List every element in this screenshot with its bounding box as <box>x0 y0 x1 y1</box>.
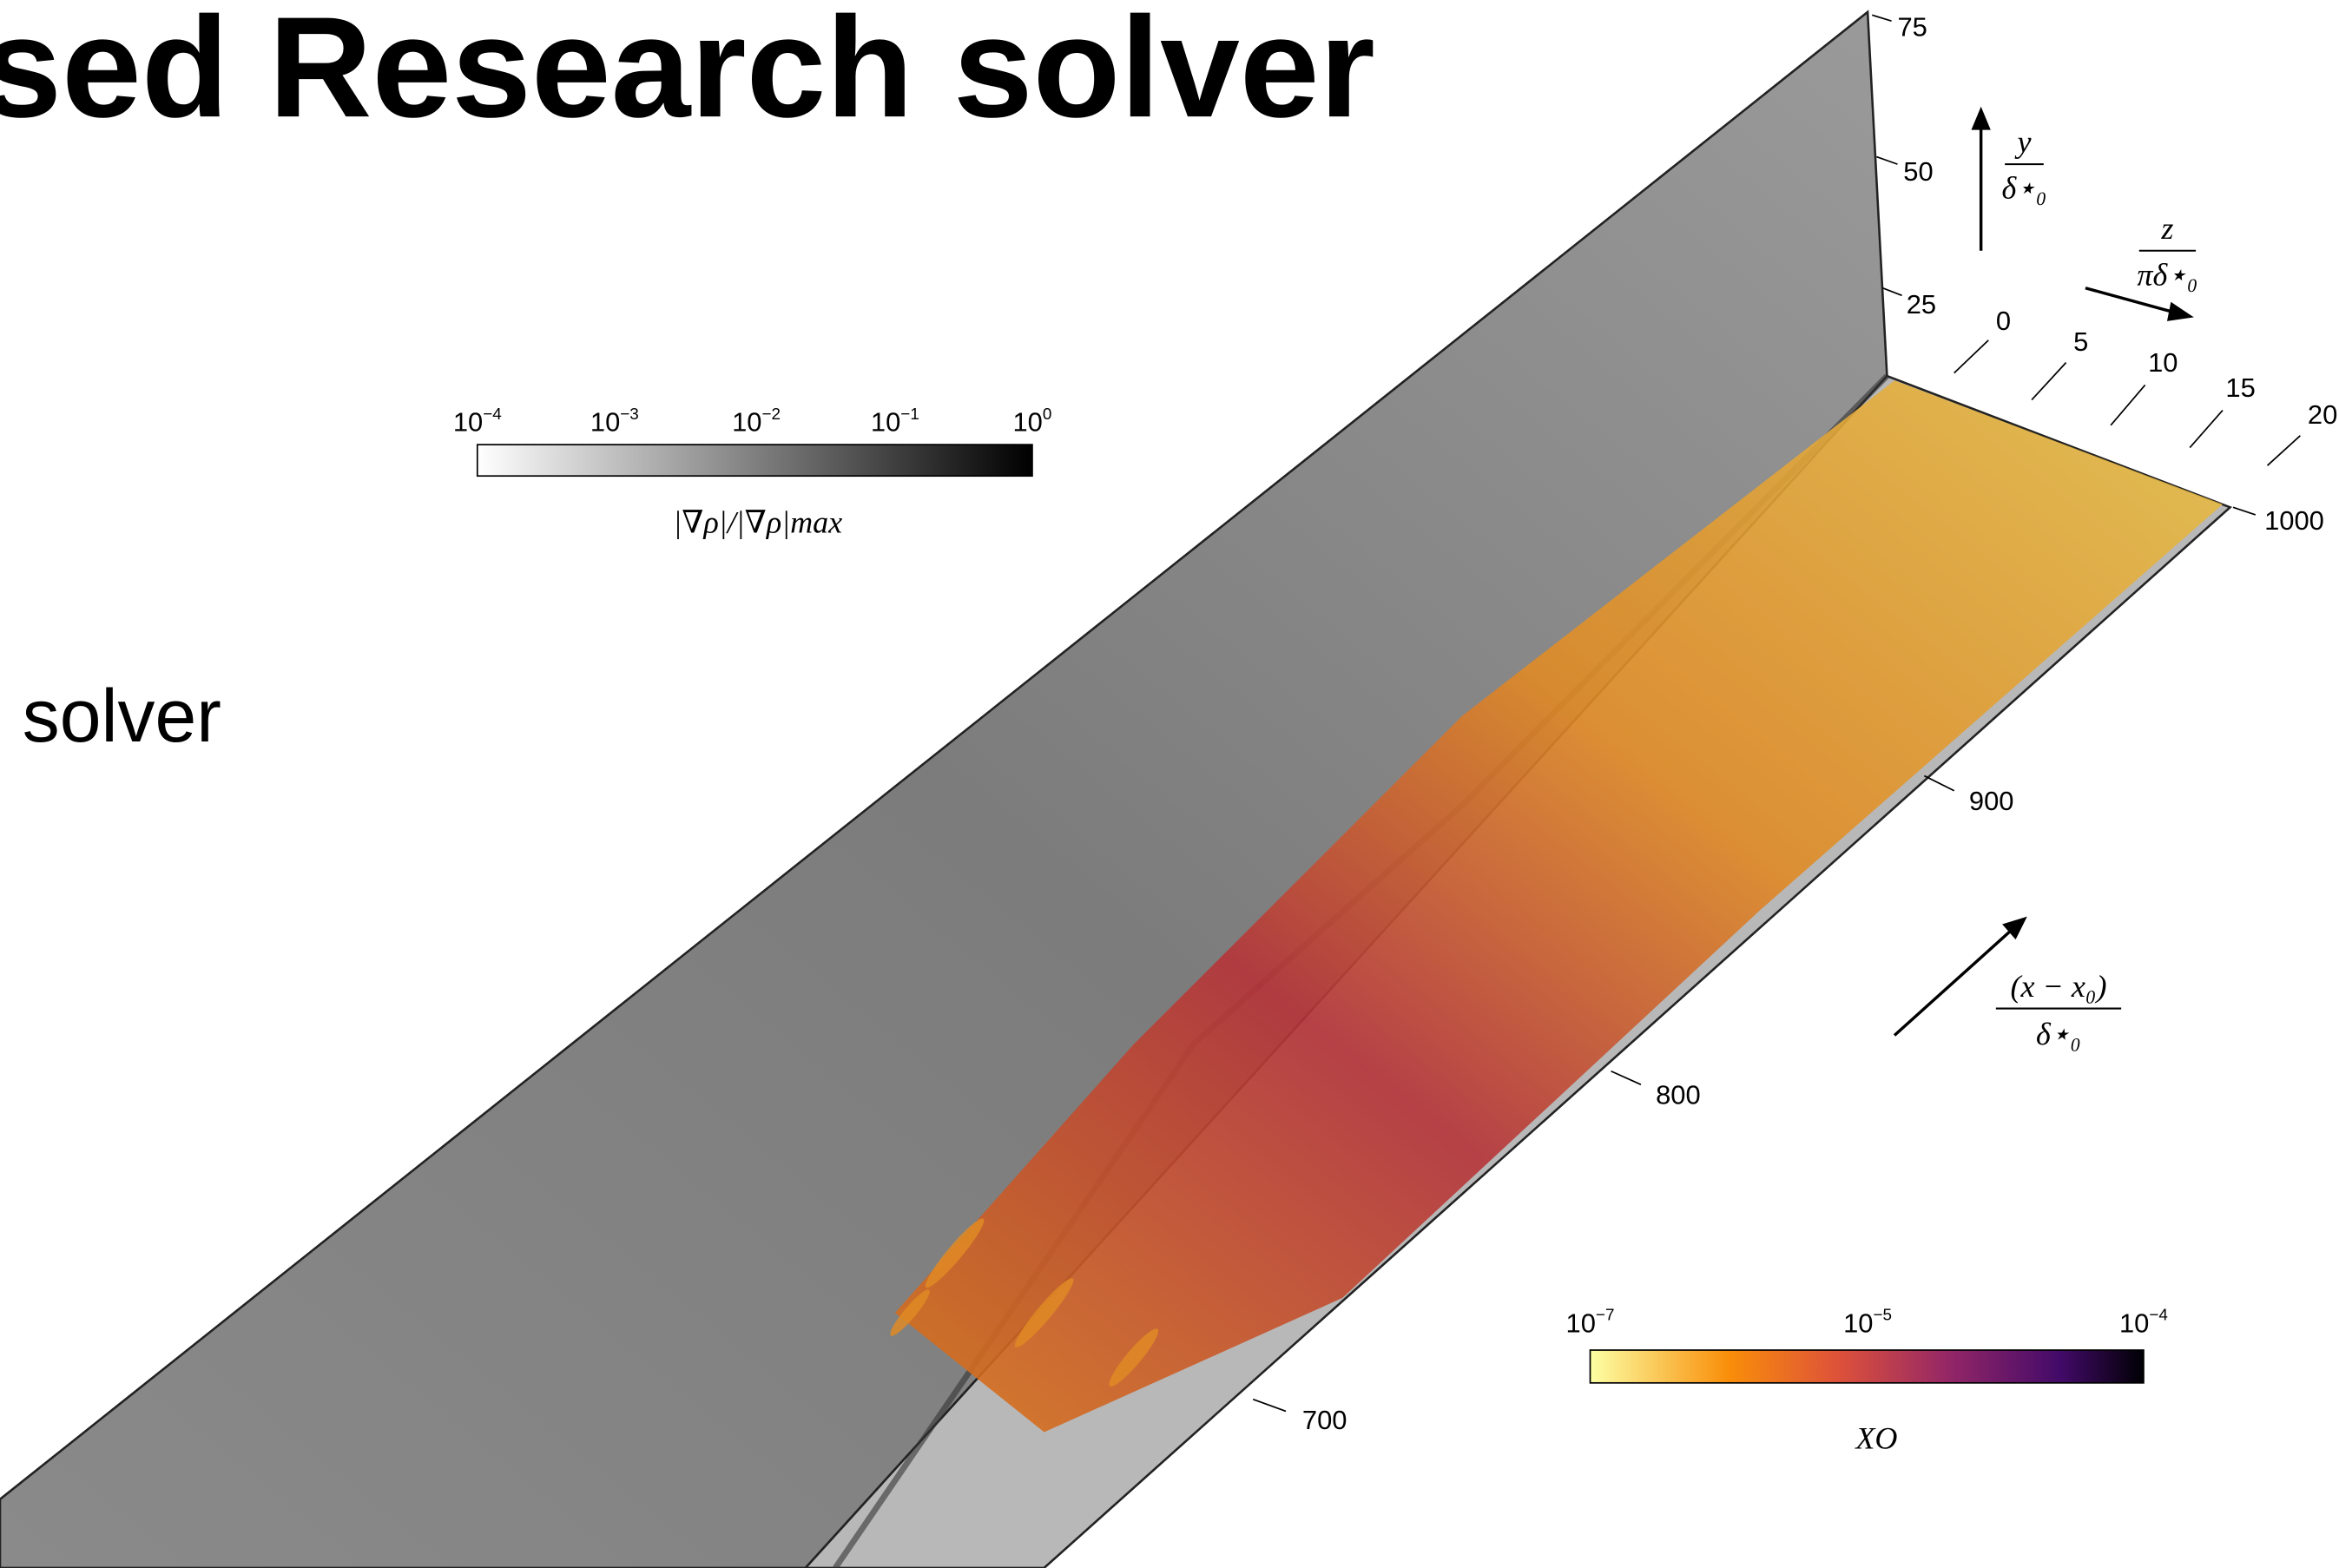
tick-label: 10−3 <box>590 405 639 438</box>
tick <box>1924 776 1954 791</box>
tick <box>2190 411 2223 448</box>
tick-label: 10−4 <box>2119 1307 2168 1339</box>
tick <box>2268 436 2301 465</box>
arrow-head <box>2169 305 2190 320</box>
tick-label: 50 <box>1903 156 1933 187</box>
species-colorbar-label: XO <box>1854 1420 1897 1455</box>
page: sed Research solver solver 75 50 25 0 5 … <box>0 0 2339 1568</box>
x-label-den: δ⋆₀ <box>2036 1017 2081 1051</box>
body-text: solver <box>23 675 221 758</box>
y-label-den: δ⋆₀ <box>2002 171 2047 206</box>
x-label-num: (x − x₀) <box>2011 969 2107 1004</box>
tick <box>1253 1400 1286 1412</box>
tick-label: 0 <box>1996 306 2011 336</box>
species-colorbar <box>1591 1350 2144 1383</box>
tick-label: 1000 <box>2264 505 2324 536</box>
slide: sed Research solver solver 75 50 25 0 5 … <box>0 0 2339 1568</box>
tick-label: 5 <box>2073 326 2088 357</box>
tick <box>2233 507 2256 515</box>
gradient-colorbar-ticks: 10−4 10−3 10−2 10−1 100 <box>453 405 1052 438</box>
tick <box>1872 15 1891 21</box>
tick <box>2111 385 2145 425</box>
tick-label: 700 <box>1302 1405 1347 1435</box>
tick-label: 100 <box>1012 405 1051 438</box>
z-label-num: z <box>2160 211 2173 246</box>
tick <box>1611 1071 1641 1084</box>
tick-label: 15 <box>2225 372 2255 403</box>
tick <box>1954 340 1989 373</box>
tick <box>1876 157 1897 165</box>
tick-label: 900 <box>1969 786 2014 816</box>
gradient-colorbar <box>478 445 1032 476</box>
tick-label: 20 <box>2308 399 2337 430</box>
tick-label: 10−1 <box>871 405 919 438</box>
z-label-den: πδ⋆₀ <box>2137 257 2197 292</box>
tick-label: 10−5 <box>1843 1307 1892 1339</box>
y-label-num: y <box>2013 124 2032 159</box>
tick-label: 25 <box>1907 289 1936 320</box>
y-tick-labels: 75 50 25 <box>1897 11 1936 320</box>
tick <box>1882 288 1901 296</box>
species-colorbar-ticks: 10−7 10−5 10−4 <box>1566 1307 2168 1339</box>
tick-label: 10−4 <box>453 405 502 438</box>
tick-label: 75 <box>1897 11 1927 42</box>
tick-label: 800 <box>1656 1080 1701 1110</box>
z-tick-labels: 0 5 10 15 20 <box>1996 306 2337 430</box>
tick-label: 10−7 <box>1566 1307 1615 1339</box>
tick <box>2032 363 2066 400</box>
arrow-head <box>1973 110 1988 128</box>
tick-label: 10−2 <box>732 405 781 438</box>
slide-title: sed Research solver <box>0 0 1375 147</box>
x-arrow <box>1894 928 2013 1036</box>
tick-label: 10 <box>2148 347 2178 378</box>
gradient-colorbar-label: |∇ρ|/|∇ρ|max <box>673 504 842 539</box>
